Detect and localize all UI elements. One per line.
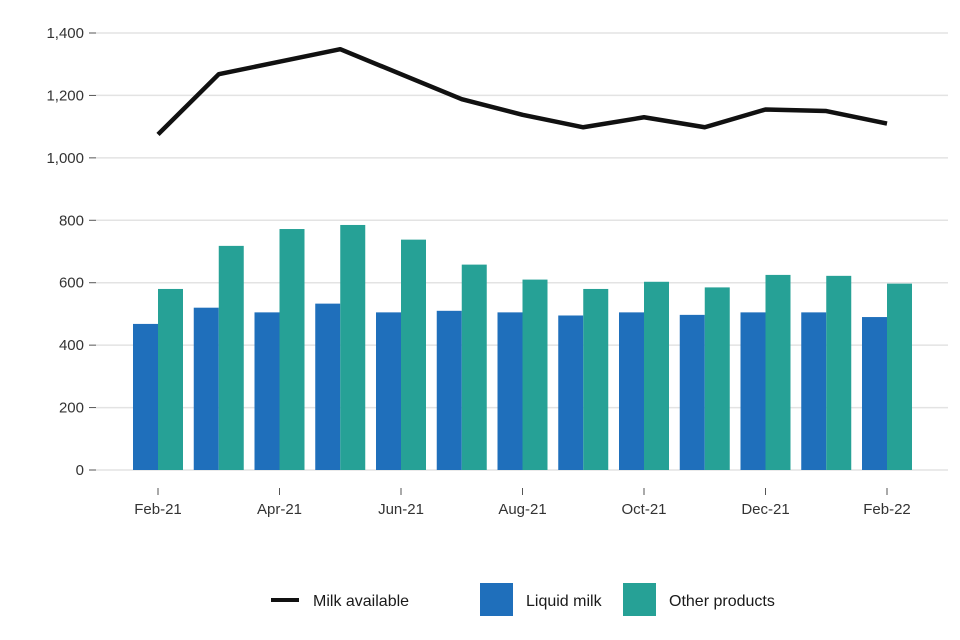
x-axis: Feb-21 Apr-21 Jun-21 Aug-21 Oct-21 Dec-21 Feb-…: [134, 488, 911, 518]
y-tick-label: 800: [59, 212, 84, 229]
x-tick-label: Oct-21: [621, 501, 666, 518]
x-tick-label: Jun-21: [378, 501, 424, 518]
bar-liquid-milk: [862, 317, 887, 470]
bar-other-products: [340, 224, 366, 470]
bar-other-products: [583, 288, 609, 470]
bar-liquid-milk: [254, 312, 280, 470]
bar-other-products: [765, 274, 791, 470]
legend-item-milk-available: Milk available: [271, 593, 409, 610]
legend-box-swatch: [623, 583, 656, 616]
legend: Milk available Liquid milk Other product…: [271, 583, 775, 616]
legend-box-swatch: [480, 583, 513, 616]
x-tick-label: Aug-21: [498, 501, 546, 518]
x-tick-label: Dec-21: [741, 501, 789, 518]
y-tick-label: 1,400: [46, 25, 84, 42]
bar-series: [133, 224, 912, 470]
bar-other-products: [644, 281, 669, 470]
bar-liquid-milk: [497, 312, 523, 470]
bar-other-products: [401, 239, 426, 470]
x-tick-label: Apr-21: [257, 501, 302, 518]
x-tick-label: Feb-21: [134, 501, 182, 518]
bar-other-products: [522, 279, 548, 470]
bar-liquid-milk: [133, 323, 158, 470]
bar-other-products: [887, 283, 912, 470]
legend-label: Liquid milk: [526, 593, 603, 610]
legend-item-other-products: Other products: [623, 583, 775, 616]
y-tick-label: 1,000: [46, 150, 84, 167]
bar-other-products: [826, 275, 852, 470]
y-tick-label: 400: [59, 337, 84, 354]
bar-other-products: [218, 245, 244, 470]
bar-other-products: [704, 287, 730, 470]
bar-other-products: [158, 288, 183, 470]
bar-other-products: [461, 264, 487, 470]
bar-liquid-milk: [315, 303, 341, 470]
legend-label: Milk available: [313, 593, 409, 610]
legend-item-liquid-milk: Liquid milk: [480, 583, 603, 616]
bar-liquid-milk: [619, 312, 644, 470]
x-tick-label: Feb-22: [863, 501, 911, 518]
bar-liquid-milk: [740, 312, 766, 470]
y-tick-label: 0: [76, 462, 84, 479]
line-series: [156, 46, 888, 137]
bar-liquid-milk: [436, 310, 462, 470]
bar-liquid-milk: [193, 307, 219, 470]
bar-other-products: [279, 229, 305, 470]
bar-liquid-milk: [679, 314, 705, 470]
bar-liquid-milk: [801, 312, 827, 470]
y-axis: 0 200 400 600 800 1,000 1,200 1,400: [46, 25, 96, 479]
y-tick-label: 600: [59, 275, 84, 292]
bar-liquid-milk: [376, 312, 401, 470]
y-tick-label: 1,200: [46, 87, 84, 104]
bar-liquid-milk: [558, 315, 584, 470]
line-milk-available: [156, 46, 888, 137]
legend-label: Other products: [669, 593, 775, 610]
y-tick-label: 200: [59, 400, 84, 417]
